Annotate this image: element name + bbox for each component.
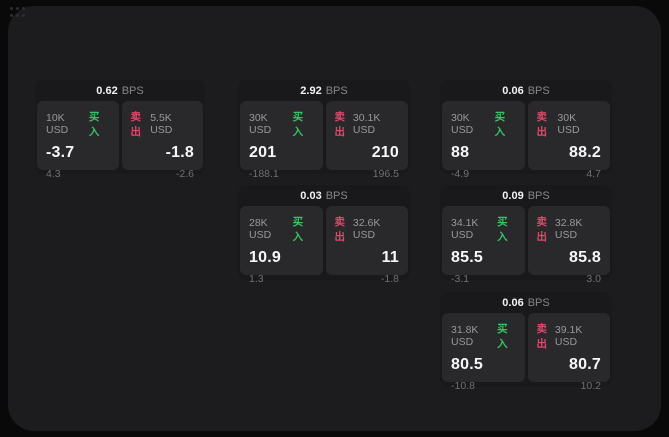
buy-side-label: 买入 <box>497 323 508 350</box>
buy-sub-value: 4.3 <box>46 168 61 180</box>
quote-card: 0.03 BPS 28K USD 买入 10.9 1.3 卖出 32.6K US… <box>238 185 410 285</box>
buy-side-label: 买入 <box>88 111 100 138</box>
spread-header: 0.09 BPS <box>442 185 610 206</box>
spread-unit: BPS <box>527 189 550 202</box>
sell-sub-value: 10.2 <box>580 380 601 392</box>
buy-size-label: 30K USD <box>451 112 474 136</box>
spread-value: 2.92 <box>300 84 322 97</box>
buy-sub-value: 1.3 <box>249 273 264 285</box>
sell-size-label: 32.8K USD <box>554 217 583 241</box>
spread-header: 0.06 BPS <box>442 292 610 313</box>
sell-size-label: 5.5K USD <box>150 112 173 136</box>
sell-side-label: 卖出 <box>334 111 346 138</box>
buy-side-label: 买入 <box>292 111 304 138</box>
buy-sub-value: -188.1 <box>249 168 279 180</box>
buy-size-label: 28K USD <box>249 217 272 241</box>
buy-side-label: 买入 <box>497 216 508 243</box>
quote-card: 0.06 BPS 31.8K USD 买入 80.5 -10.8 卖出 39.1… <box>440 292 612 392</box>
quote-card: 0.06 BPS 30K USD 买入 88 -4.9 卖出 30K USD 8… <box>440 80 612 180</box>
sell-price: 80.7 <box>569 356 601 373</box>
sell-sub-value: -1.8 <box>380 273 399 285</box>
spread-value: 0.06 <box>502 296 524 309</box>
buy-tile[interactable]: 28K USD 买入 10.9 1.3 <box>240 206 323 285</box>
spread-unit: BPS <box>325 84 348 97</box>
sell-price: 88.2 <box>569 144 601 161</box>
spread-header: 0.03 BPS <box>240 185 408 206</box>
sell-size-label: 30.1K USD <box>352 112 381 136</box>
buy-size-label: 34.1K USD <box>451 217 479 241</box>
sell-side-label: 卖出 <box>334 216 346 243</box>
spread-unit: BPS <box>121 84 144 97</box>
sell-price: 210 <box>371 144 399 161</box>
sell-side-label: 卖出 <box>130 111 142 138</box>
sell-sub-value: 3.0 <box>586 273 601 285</box>
buy-tile[interactable]: 31.8K USD 买入 80.5 -10.8 <box>442 313 525 392</box>
sell-side-label: 卖出 <box>536 111 548 138</box>
spread-unit: BPS <box>325 189 348 202</box>
sell-side-label: 卖出 <box>536 216 548 243</box>
sell-price: 11 <box>381 249 399 266</box>
sell-price: -1.8 <box>165 144 194 161</box>
buy-price: 10.9 <box>249 249 281 266</box>
spread-header: 0.06 BPS <box>442 80 610 101</box>
quote-card: 0.09 BPS 34.1K USD 买入 85.5 -3.1 卖出 32.8K… <box>440 185 612 285</box>
spread-unit: BPS <box>527 296 550 309</box>
buy-sub-value: -4.9 <box>451 168 470 180</box>
buy-side-label: 买入 <box>494 111 506 138</box>
sell-sub-value: 4.7 <box>586 168 601 180</box>
sell-size-label: 30K USD <box>557 112 580 136</box>
buy-price: 88 <box>451 144 470 161</box>
sell-tile[interactable]: 卖出 32.6K USD 11 -1.8 <box>325 206 408 285</box>
buy-price: 80.5 <box>451 356 483 373</box>
spread-value: 0.62 <box>96 84 118 97</box>
sell-size-label: 32.6K USD <box>352 217 381 241</box>
spread-value: 0.09 <box>502 189 524 202</box>
sell-tile[interactable]: 卖出 30.1K USD 210 196.5 <box>325 101 408 180</box>
sell-tile[interactable]: 卖出 32.8K USD 85.8 3.0 <box>527 206 610 285</box>
buy-tile[interactable]: 30K USD 买入 88 -4.9 <box>442 101 525 180</box>
quote-card: 0.62 BPS 10K USD 买入 -3.7 4.3 卖出 5.5K USD… <box>35 80 205 180</box>
buy-sub-value: -3.1 <box>451 273 470 285</box>
buy-size-label: 10K USD <box>46 112 69 136</box>
sell-sub-value: 196.5 <box>372 168 399 180</box>
buy-sub-value: -10.8 <box>451 380 475 392</box>
spread-value: 0.06 <box>502 84 524 97</box>
buy-side-label: 买入 <box>292 216 304 243</box>
buy-price: 201 <box>249 144 277 161</box>
sell-tile[interactable]: 卖出 30K USD 88.2 4.7 <box>527 101 610 180</box>
spread-header: 2.92 BPS <box>240 80 408 101</box>
buy-tile[interactable]: 10K USD 买入 -3.7 4.3 <box>37 101 119 180</box>
sell-price: 85.8 <box>569 249 601 266</box>
sell-tile[interactable]: 卖出 5.5K USD -1.8 -2.6 <box>121 101 203 180</box>
buy-size-label: 31.8K USD <box>451 324 479 348</box>
app-grid-icon <box>10 7 26 19</box>
buy-price: 85.5 <box>451 249 483 266</box>
buy-size-label: 30K USD <box>249 112 272 136</box>
sell-size-label: 39.1K USD <box>554 324 583 348</box>
spread-value: 0.03 <box>300 189 322 202</box>
buy-tile[interactable]: 30K USD 买入 201 -188.1 <box>240 101 323 180</box>
sell-tile[interactable]: 卖出 39.1K USD 80.7 10.2 <box>527 313 610 392</box>
buy-price: -3.7 <box>46 144 75 161</box>
spread-unit: BPS <box>527 84 550 97</box>
sell-sub-value: -2.6 <box>175 168 194 180</box>
sell-side-label: 卖出 <box>536 323 548 350</box>
spread-header: 0.62 BPS <box>37 80 203 101</box>
quote-card: 2.92 BPS 30K USD 买入 201 -188.1 卖出 30.1K … <box>238 80 410 180</box>
buy-tile[interactable]: 34.1K USD 买入 85.5 -3.1 <box>442 206 525 285</box>
